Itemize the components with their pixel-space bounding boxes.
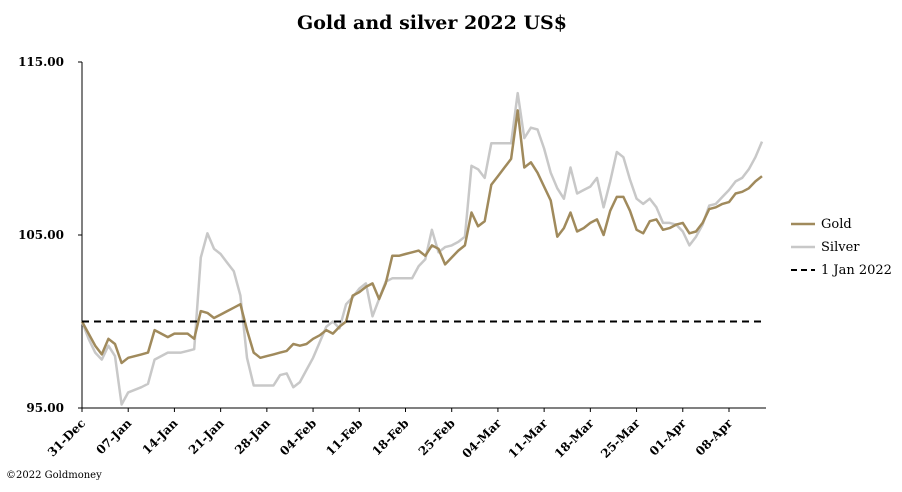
series-lines <box>80 91 764 406</box>
x-tick-label: 14-Jan <box>140 416 181 457</box>
x-tick-labels: 31-Dec 07-Jan 14-Jan 21-Jan 28-Jan 04-Feb 11-F… <box>45 408 736 461</box>
legend-label: Gold <box>821 217 852 232</box>
x-tick-label: 04-Mar <box>459 416 504 461</box>
x-tick-label: 11-Feb <box>323 416 365 458</box>
legend: Gold Silver 1 Jan 2022 <box>791 217 892 278</box>
x-tick-label: 21-Jan <box>186 416 227 457</box>
y-tick-label: 95.00 <box>26 401 64 415</box>
axes <box>81 62 766 409</box>
x-tick-label: 18-Mar <box>552 416 597 461</box>
x-tick-label: 18-Feb <box>369 416 411 458</box>
x-tick-label: 25-Feb <box>416 416 458 458</box>
y-tick-label: 115.00 <box>18 55 64 69</box>
x-tick-label: 28-Jan <box>232 416 273 457</box>
y-tick-labels: 95.00 105.00 115.00 <box>18 55 82 415</box>
x-tick-label: 07-Jan <box>93 416 134 457</box>
x-tick-label: 04-Feb <box>277 416 319 458</box>
x-tick-label: 11-Mar <box>506 416 551 461</box>
x-tick-label: 01-Apr <box>647 416 690 459</box>
chart-title: Gold and silver 2022 US$ <box>297 12 567 34</box>
x-tick-label: 25-Mar <box>598 416 643 461</box>
legend-label: Silver <box>821 240 860 255</box>
x-tick-label: 31-Dec <box>45 416 88 459</box>
legend-label: 1 Jan 2022 <box>821 263 892 278</box>
y-tick-label: 105.00 <box>18 228 64 242</box>
series-line-gold <box>80 109 763 365</box>
copyright-footer: ©2022 Goldmoney <box>6 470 102 481</box>
x-tick-label: 08-Apr <box>693 416 736 459</box>
series-line-silver <box>80 91 764 406</box>
